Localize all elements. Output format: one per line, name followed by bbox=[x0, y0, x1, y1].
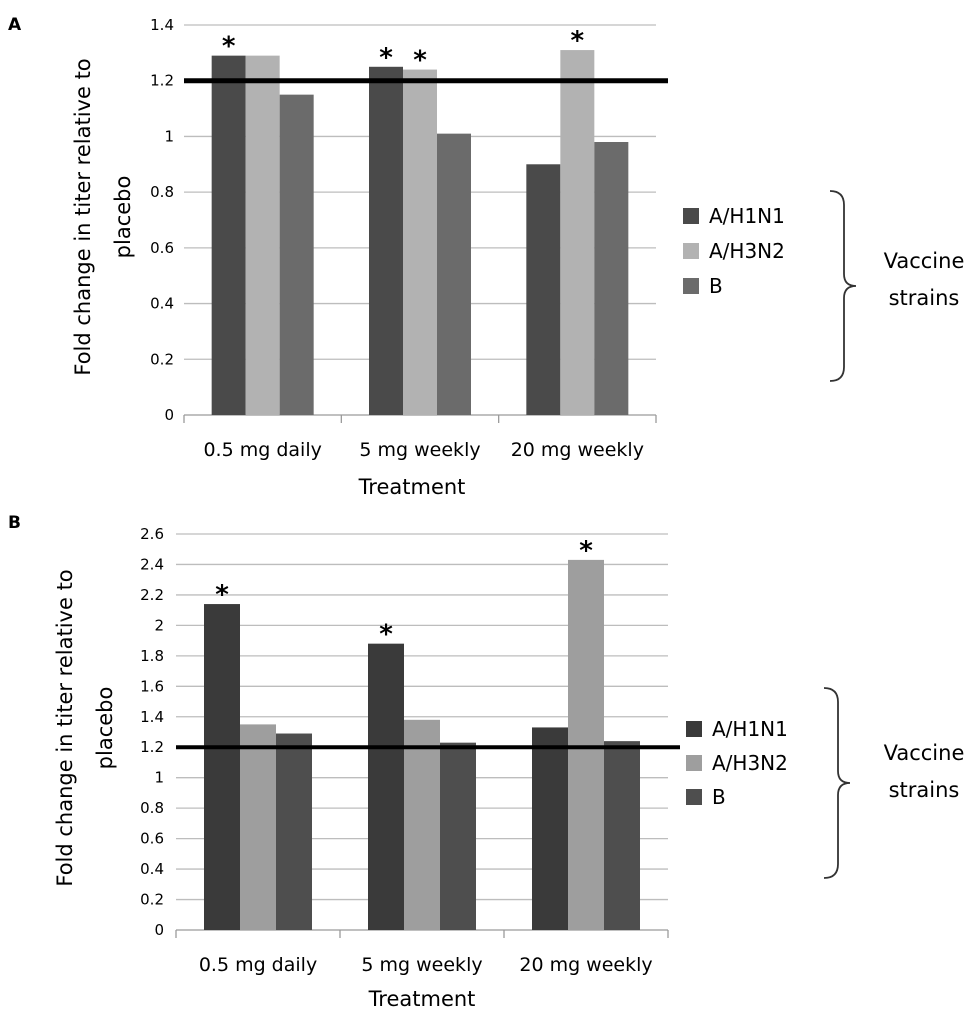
panel-a-significance-star: * bbox=[222, 32, 236, 62]
panel-b-bar bbox=[276, 733, 312, 930]
panel-b-legend-swatch bbox=[686, 789, 702, 805]
panel-b-legend-label: A/H3N2 bbox=[712, 751, 788, 775]
panel-a-y-axis-title-line1: Fold change in titer relative to bbox=[71, 58, 95, 375]
panel-b-y-tick-label: 0.4 bbox=[140, 860, 164, 878]
panel-a-y-tick-label: 0.6 bbox=[150, 239, 174, 257]
panel-b-y-tick-label: 1.8 bbox=[140, 647, 164, 665]
panel-b-legend-swatch bbox=[686, 721, 702, 737]
panel-b-bar bbox=[368, 643, 404, 930]
panel-a-bar bbox=[526, 164, 561, 415]
panel-b-y-axis-title-line1: Fold change in titer relative to bbox=[53, 569, 77, 886]
panel-b-category-label: 5 mg weekly bbox=[361, 954, 482, 976]
panel-b-bracket-label-line1: Vaccine bbox=[884, 741, 965, 765]
panel-b-y-tick-label: 1.6 bbox=[140, 677, 164, 695]
panel-b-category-label: 0.5 mg daily bbox=[199, 954, 317, 976]
panel-b-y-axis-title: Fold change in titer relative to placebo bbox=[53, 569, 117, 886]
panel-b-significance-star: * bbox=[215, 580, 229, 610]
panel-a-bracket-label-line1: Vaccine bbox=[884, 249, 965, 273]
panel-a-bar bbox=[403, 69, 437, 416]
panel-b-significance-star: * bbox=[579, 536, 593, 566]
panel-a-y-tick-label: 1.2 bbox=[150, 72, 174, 90]
panel-a-bar bbox=[369, 66, 403, 416]
panel-b-bracket-label-line2: strains bbox=[889, 778, 960, 802]
panel-b-legend-label: B bbox=[712, 785, 726, 809]
panel-b-y-axis-title-line2: placebo bbox=[93, 687, 117, 770]
panel-a-bar bbox=[437, 133, 471, 415]
panel-b-y-tick-label: 1 bbox=[154, 769, 164, 787]
panel-a-y-tick-label: 0 bbox=[164, 406, 174, 424]
panel-b-legend-bracket bbox=[823, 687, 851, 879]
panel-b-bar bbox=[532, 727, 568, 930]
panel-a-significance-star: * bbox=[413, 46, 427, 76]
panel-a-y-tick-label: 0.4 bbox=[150, 295, 174, 313]
panel-b-x-axis-title: Treatment bbox=[368, 987, 476, 1011]
panel-b-y-tick-label: 2.2 bbox=[140, 586, 164, 604]
panel-b-y-tick-label: 1.2 bbox=[140, 738, 164, 756]
panel-b-y-tick-label: 2.6 bbox=[140, 525, 164, 543]
panel-a-legend-bracket bbox=[829, 190, 857, 382]
panel-a-legend-swatch bbox=[683, 208, 699, 224]
panel-a-significance-star: * bbox=[379, 43, 393, 73]
panel-b-bar bbox=[568, 559, 604, 930]
panel-a-y-tick-label: 1.4 bbox=[150, 16, 174, 34]
panel-a-category-label: 5 mg weekly bbox=[359, 439, 480, 461]
panel-a-bar bbox=[211, 55, 246, 416]
panel-a-y-tick-label: 1 bbox=[164, 127, 174, 145]
panel-a-y-tick-label: 0.2 bbox=[150, 350, 174, 368]
panel-b-y-tick-label: 1.4 bbox=[140, 708, 164, 726]
panel-b-letter: B bbox=[8, 513, 21, 533]
panel-a-plot: 0 0.2 0.4 0.6 0.8 1 1.2 1.4 * 0.5 mg daily * * 5 mg … bbox=[150, 16, 857, 461]
panel-a-category-label: 0.5 mg daily bbox=[203, 439, 321, 461]
panel-a-legend-label: B bbox=[709, 274, 723, 298]
panel-a-bar bbox=[245, 55, 280, 416]
panel-b-y-tick-label: 0.8 bbox=[140, 799, 164, 817]
panel-b-significance-star: * bbox=[379, 620, 393, 650]
panel-a-x-axis-title: Treatment bbox=[358, 475, 466, 499]
panel-b-y-tick-label: 0.6 bbox=[140, 830, 164, 848]
panel-b-bar bbox=[404, 719, 440, 930]
panel-b-y-tick-label: 2.4 bbox=[140, 555, 164, 573]
panel-b-legend-label: A/H1N1 bbox=[712, 717, 788, 741]
panel-a-category-label: 20 mg weekly bbox=[511, 439, 644, 461]
panel-a-y-tick-label: 0.8 bbox=[150, 183, 174, 201]
panel-a-y-axis-title: Fold change in titer relative to placebo bbox=[71, 58, 135, 375]
panel-a-letter: A bbox=[8, 15, 22, 35]
panel-a-bar bbox=[279, 94, 314, 416]
panel-a-legend-label: A/H3N2 bbox=[709, 239, 785, 263]
panel-a-y-axis-title-line2: placebo bbox=[111, 176, 135, 259]
panel-a-legend-swatch bbox=[683, 278, 699, 294]
panel-b-plot: 0 0.2 0.4 0.6 0.8 1 1.2 1.4 1.6 1.8 2 2.2 2.4 2.6 * 0.5… bbox=[140, 525, 851, 976]
panel-a-bracket-label-line2: strains bbox=[889, 286, 960, 310]
panel-b-category-label: 20 mg weekly bbox=[519, 954, 652, 976]
panel-b-legend-swatch bbox=[686, 755, 702, 771]
panel-a-significance-star: * bbox=[571, 26, 585, 56]
panel-a-bar bbox=[560, 50, 595, 415]
panel-b-y-tick-label: 2 bbox=[154, 616, 164, 634]
panel-b-bar bbox=[204, 604, 240, 930]
panel-b-y-tick-label: 0 bbox=[154, 921, 164, 939]
panel-a-bar bbox=[594, 142, 629, 415]
panel-b-bar bbox=[604, 741, 640, 930]
panel-b-y-tick-label: 0.2 bbox=[140, 891, 164, 909]
panel-a-legend-swatch bbox=[683, 243, 699, 259]
panel-b-bar bbox=[240, 724, 276, 930]
panel-a-legend-label: A/H1N1 bbox=[709, 204, 785, 228]
panel-b-bar bbox=[440, 742, 476, 930]
